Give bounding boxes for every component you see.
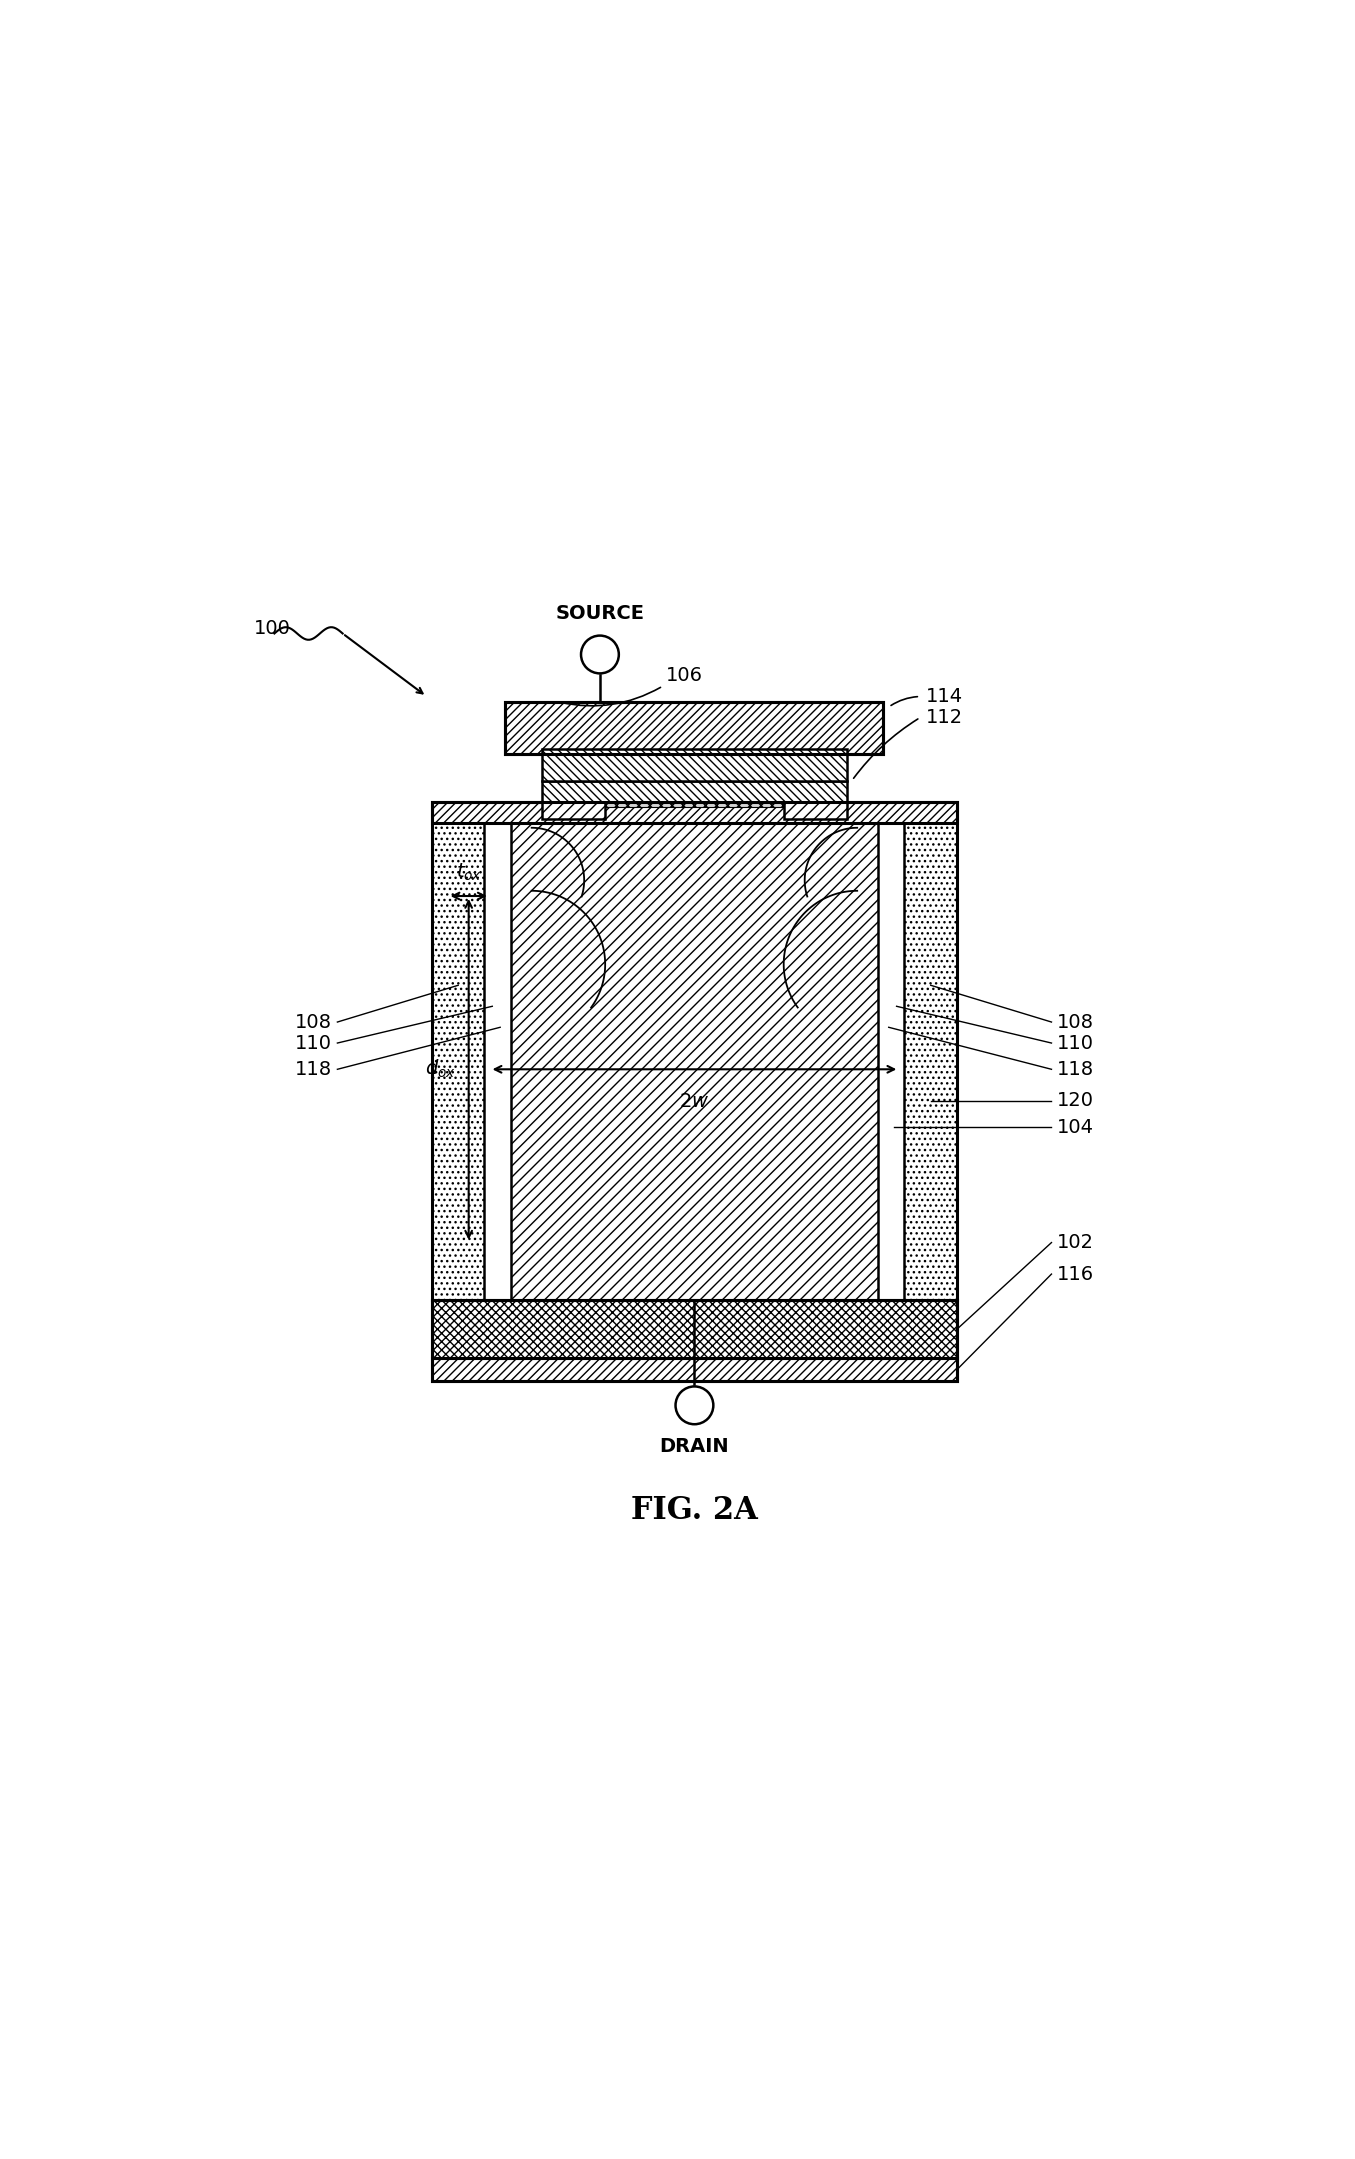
Bar	[432, 1300, 957, 1382]
Text: 114: 114	[925, 687, 962, 706]
Text: 108: 108	[1057, 1013, 1093, 1032]
Bar	[542, 799, 847, 807]
Text: 118: 118	[295, 1060, 332, 1080]
Bar	[432, 1300, 957, 1358]
Bar	[542, 801, 606, 820]
Text: FIG. 2A: FIG. 2A	[631, 1494, 757, 1526]
Text: $2w$: $2w$	[679, 1092, 710, 1112]
Bar	[432, 801, 957, 823]
Text: SOURCE: SOURCE	[556, 605, 645, 624]
Circle shape	[581, 635, 619, 674]
Bar	[505, 702, 883, 753]
Bar	[783, 801, 847, 820]
Bar	[878, 823, 905, 1300]
Text: $t_{ox}$: $t_{ox}$	[455, 861, 482, 883]
Text: 118: 118	[1057, 1060, 1093, 1080]
Bar	[542, 782, 847, 801]
Text: 116: 116	[1057, 1265, 1093, 1285]
Bar	[432, 801, 957, 1300]
Text: 100: 100	[253, 620, 290, 637]
Bar	[905, 823, 957, 1300]
Text: 102: 102	[1057, 1233, 1093, 1252]
Text: 112: 112	[925, 708, 962, 728]
Text: 110: 110	[295, 1034, 332, 1054]
Text: 106: 106	[665, 665, 702, 684]
Text: $d_{ox}$: $d_{ox}$	[425, 1058, 457, 1080]
Text: DRAIN: DRAIN	[660, 1438, 729, 1455]
Text: 108: 108	[295, 1013, 332, 1032]
Bar	[432, 1358, 957, 1382]
Text: 104: 104	[1057, 1118, 1093, 1136]
Text: 110: 110	[1057, 1034, 1093, 1054]
Bar	[542, 749, 847, 782]
Bar	[485, 823, 511, 1300]
Circle shape	[676, 1386, 713, 1425]
Text: 120: 120	[1057, 1090, 1093, 1110]
Bar	[432, 823, 485, 1300]
Bar	[485, 823, 904, 1300]
Bar	[505, 702, 883, 753]
